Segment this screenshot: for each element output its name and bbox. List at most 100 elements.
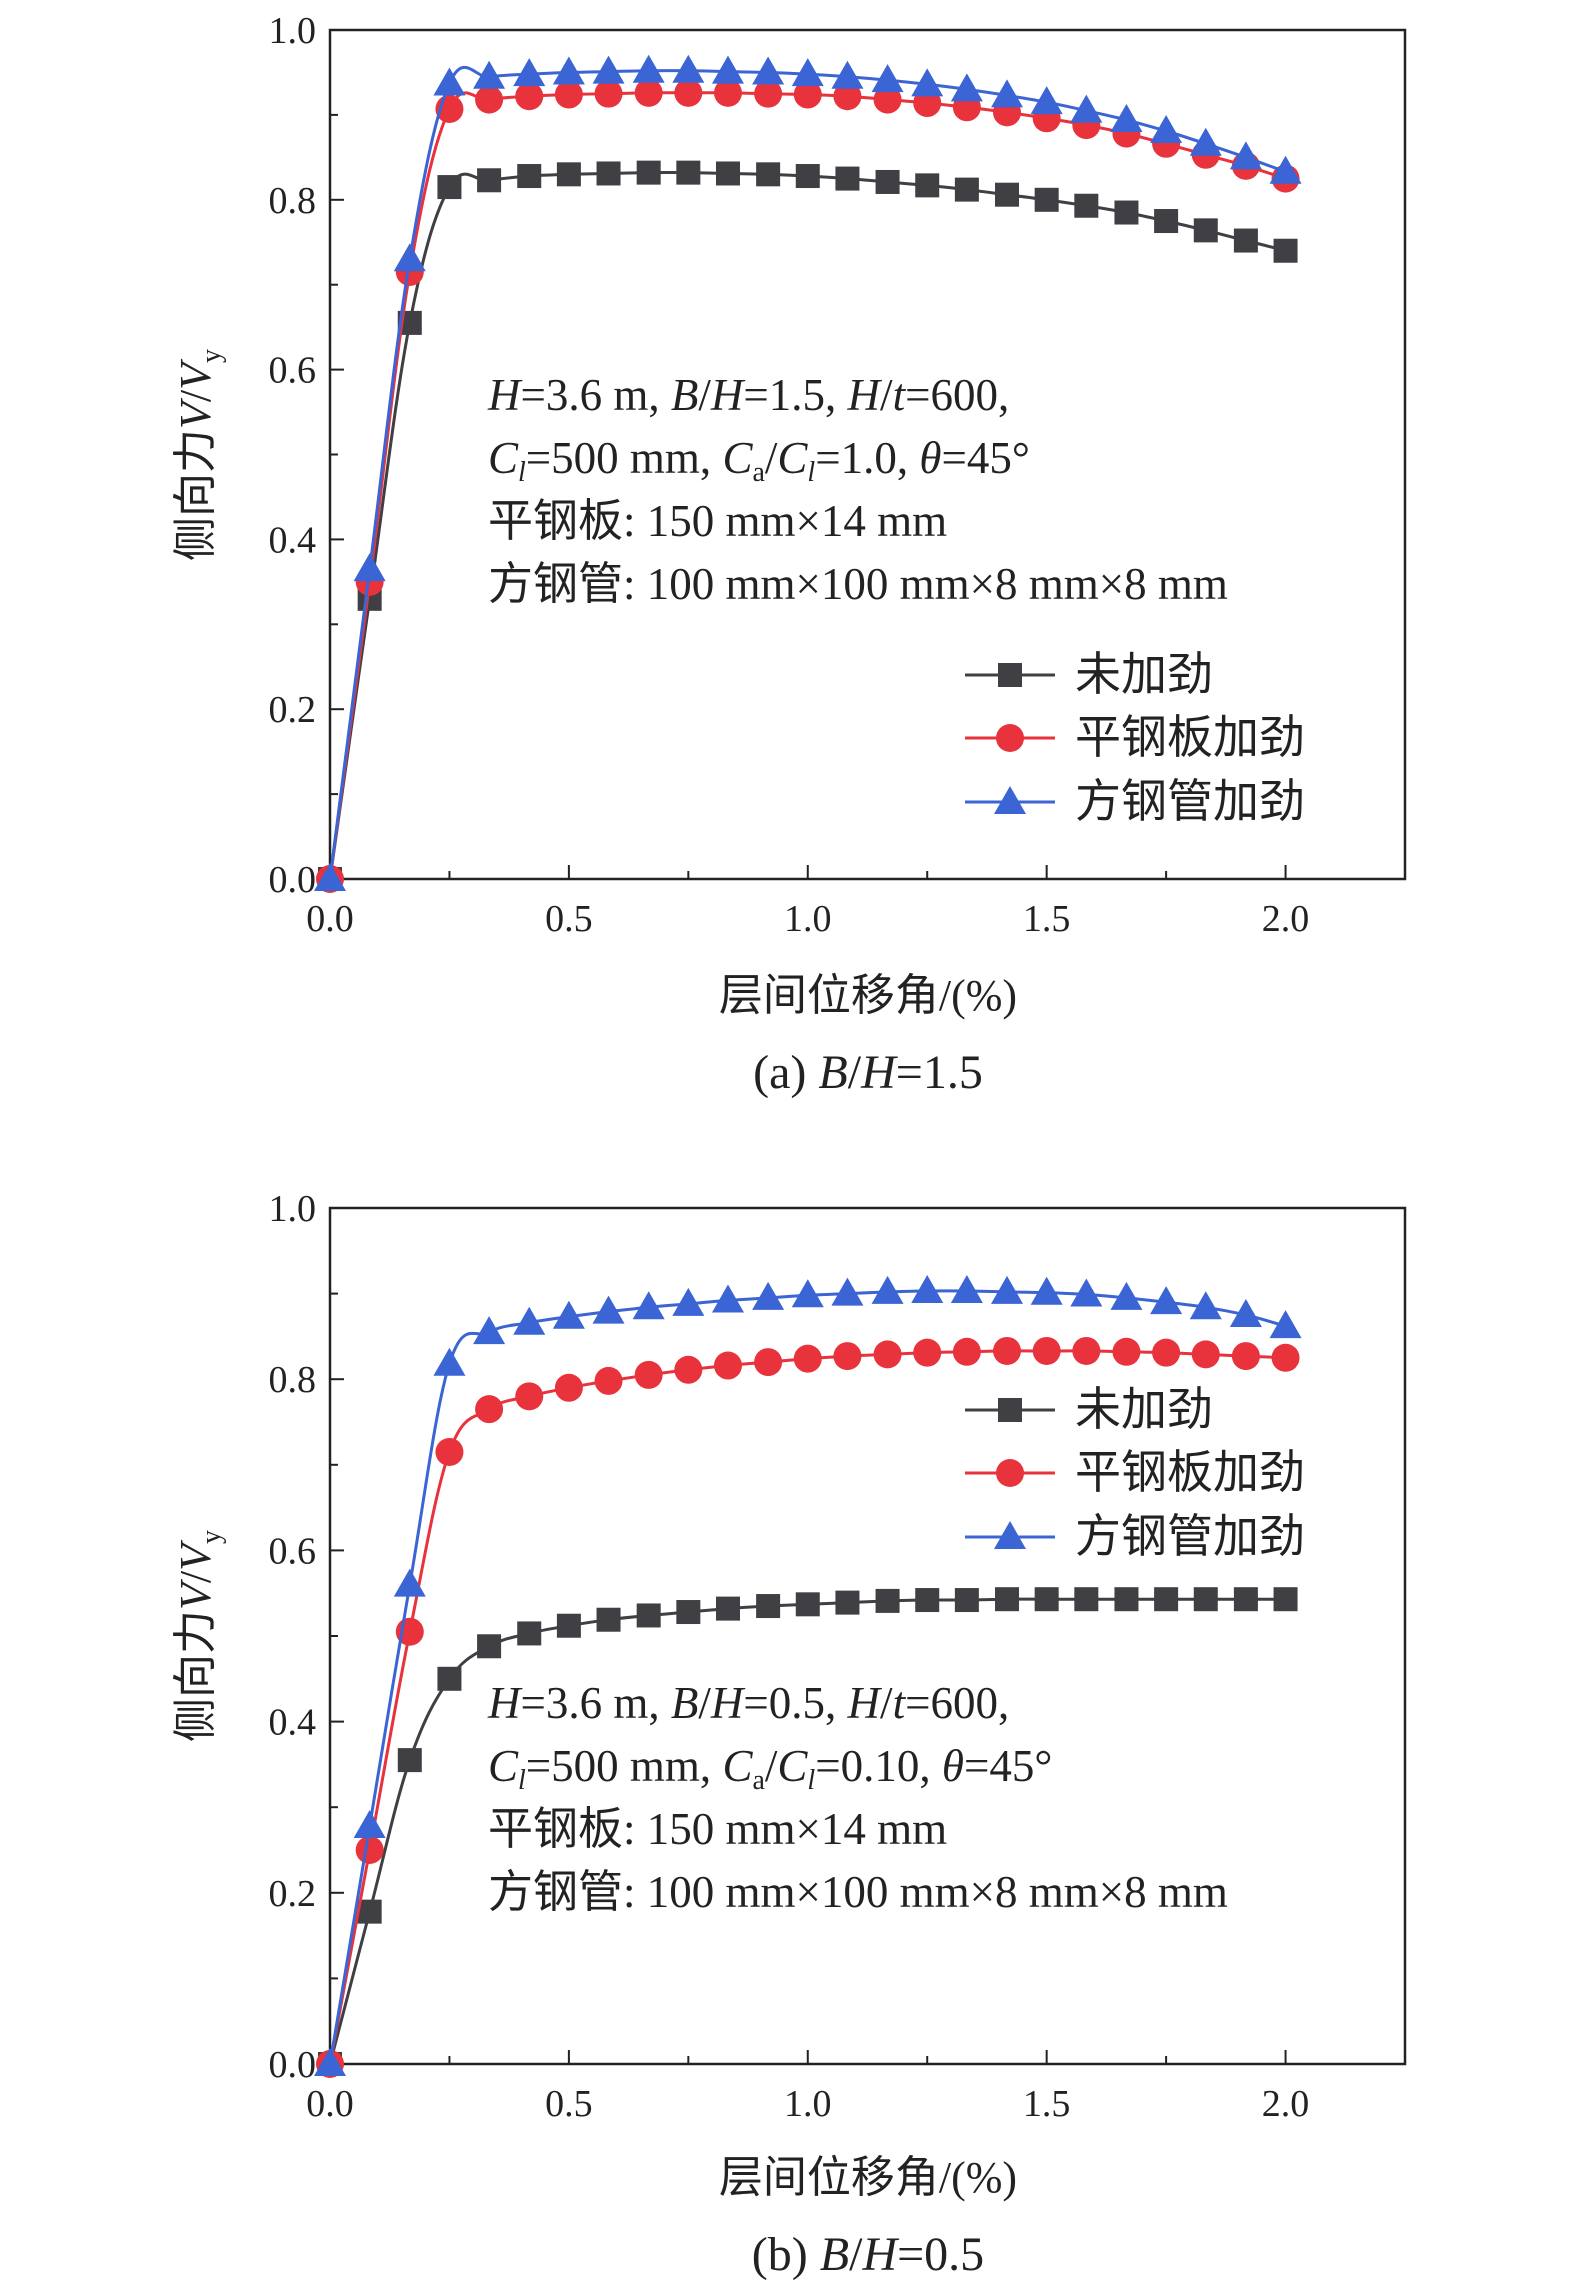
y-tick-label-b-0: 0.0 <box>269 2044 317 2086</box>
point-b-1-17 <box>993 1336 1022 1365</box>
point-b-0-11 <box>756 1594 781 1619</box>
ann-a-l: l <box>518 457 526 488</box>
point-b-1-6 <box>554 1373 583 1402</box>
ann-a-Htval: =600, <box>905 370 1009 420</box>
annotation-a-line2: Cl=500 mm, Ca/Cl=1.0, θ=45° <box>488 433 1030 488</box>
y-tick-label-b-3: 0.6 <box>269 1530 317 1572</box>
x-tick-label-b-2: 1.0 <box>784 2083 832 2125</box>
point-b-0-3 <box>437 1666 462 1691</box>
point-a-2-13 <box>831 60 864 89</box>
point-b-0-16 <box>954 1588 979 1613</box>
y-tick-label-a-4: 0.8 <box>269 180 317 222</box>
point-a-2-18 <box>1030 86 1063 115</box>
point-a-2-7 <box>592 55 625 84</box>
y-tick-label-b-4: 0.8 <box>269 1359 317 1401</box>
legend-a: 未加劲 平钢板加劲 方钢管加劲 <box>965 649 1305 827</box>
chart-panel-b: 0.0 0.5 1.0 1.5 2.00.00.20.40.60.81.0 侧向力V/V… <box>171 1188 1407 2281</box>
y-tick-label-a-0: 0.0 <box>269 859 317 901</box>
point-b-0-15 <box>915 1588 940 1613</box>
x-tick-label-b-1: 0.5 <box>545 2083 593 2125</box>
point-a-0-22 <box>1193 218 1218 243</box>
point-a-0-17 <box>995 182 1020 207</box>
annotation-a-line4: 方钢管: 100 mm×100 mm×8 mm×8 mm <box>488 559 1228 609</box>
legend-b-label-0: 未加劲 <box>1075 1384 1213 1435</box>
ann-b-l: l <box>518 1765 526 1796</box>
point-b-1-21 <box>1152 1338 1181 1367</box>
point-b-0-9 <box>676 1600 701 1625</box>
annotation-a-line3: 平钢板: 150 mm×14 mm <box>488 496 947 546</box>
y-label-var-a: V <box>171 397 220 429</box>
ann-a-theta: θ <box>919 433 941 483</box>
point-b-0-10 <box>715 1596 740 1621</box>
point-b-2-17 <box>991 1275 1024 1304</box>
series-layer-a <box>314 54 1302 893</box>
point-a-2-12 <box>791 58 824 87</box>
x-tick-label-a-0: 0.0 <box>306 898 354 940</box>
point-b-0-20 <box>1114 1587 1139 1612</box>
point-b-0-23 <box>1233 1587 1258 1612</box>
y-tick-label-b-2: 0.4 <box>269 1702 317 1744</box>
point-b-1-11 <box>754 1348 783 1377</box>
x-tick-label-a-3: 1.5 <box>1023 898 1071 940</box>
y-label-var-b: V <box>171 1578 220 1610</box>
point-b-0-4 <box>477 1634 502 1659</box>
point-b-2-12 <box>791 1279 824 1308</box>
point-b-2-24 <box>1269 1310 1302 1339</box>
y-tick-label-b-1: 0.2 <box>269 1873 317 1915</box>
point-b-1-9 <box>674 1355 703 1384</box>
annotation-a-line1: H=3.6 m, B/H=1.5, H/t=600, <box>487 370 1009 420</box>
x-tick-label-a-2: 1.0 <box>784 898 832 940</box>
ann-b-Htt: t <box>893 1678 907 1728</box>
y-label-text-b: 侧向力 <box>171 1610 220 1742</box>
ann-b-HtH: H <box>847 1678 883 1728</box>
ann-a-BHval: =1.5, <box>743 370 847 420</box>
point-a-0-11 <box>756 162 781 187</box>
svg-text:侧向力V/Vy: 侧向力V/Vy <box>171 1530 227 1742</box>
y-label-slash-a: / <box>171 389 220 402</box>
ann-a-Cl2: C <box>777 433 808 483</box>
point-a-2-23 <box>1229 141 1262 170</box>
ann-a-Htsl: / <box>880 370 893 420</box>
point-b-2-5 <box>513 1306 546 1335</box>
ann-a-C: C <box>488 433 519 483</box>
caption-b-var1: B <box>820 2228 849 2281</box>
point-b-1-24 <box>1271 1343 1300 1372</box>
axis-ticks-a: 0.0 0.5 1.0 1.5 2.0 0.0 0.2 0.4 0.6 0.8 1.0 <box>269 10 1406 940</box>
x-axis-label-b: 层间位移角/(%) <box>719 2153 1017 2202</box>
point-a-0-9 <box>676 160 701 185</box>
point-b-0-24 <box>1273 1587 1298 1612</box>
legend-b-item-1: 平钢板加劲 <box>965 1447 1305 1498</box>
ann-a-Hval: =3.6 m, <box>521 370 671 420</box>
point-b-2-4 <box>473 1316 506 1345</box>
legend-a-label-0: 未加劲 <box>1075 649 1213 700</box>
point-a-0-10 <box>715 161 740 186</box>
point-b-0-7 <box>596 1607 621 1632</box>
point-b-0-5 <box>517 1621 542 1646</box>
axis-ticks-b: 0.0 0.5 1.0 1.5 2.0 0.0 0.2 0.4 0.6 0.8 1.0 <box>269 1188 1406 2125</box>
point-a-0-12 <box>795 164 820 189</box>
caption-b-value: =0.5 <box>897 2228 984 2281</box>
ann-a-thetaval: =45° <box>941 433 1029 483</box>
point-a-1-12 <box>793 80 822 109</box>
point-a-0-6 <box>556 162 581 187</box>
legend-b: 未加劲 平钢板加劲 方钢管加劲 <box>965 1384 1305 1562</box>
point-a-0-15 <box>915 173 940 198</box>
legend-a-item-0: 未加劲 <box>965 649 1213 700</box>
caption-a-var1: B <box>818 1046 847 1099</box>
ann-b-Clval: =500 mm, <box>526 1741 723 1791</box>
point-b-0-6 <box>556 1613 581 1638</box>
point-b-0-17 <box>995 1587 1020 1612</box>
point-a-2-3 <box>433 67 466 96</box>
ann-a-a: a <box>752 457 765 488</box>
ann-b-C: C <box>488 1741 519 1791</box>
legend-b-item-2: 方钢管加劲 <box>965 1511 1305 1562</box>
point-a-0-7 <box>596 161 621 186</box>
point-b-2-9 <box>672 1287 705 1316</box>
svg-text:侧向力V/Vy: 侧向力V/Vy <box>171 349 227 561</box>
ann-a-HtH: H <box>847 370 883 420</box>
y-label-var2-a: V <box>171 358 220 390</box>
caption-b-slash: / <box>849 2228 863 2281</box>
ann-a-sl: / <box>765 433 778 483</box>
point-a-0-16 <box>954 177 979 202</box>
